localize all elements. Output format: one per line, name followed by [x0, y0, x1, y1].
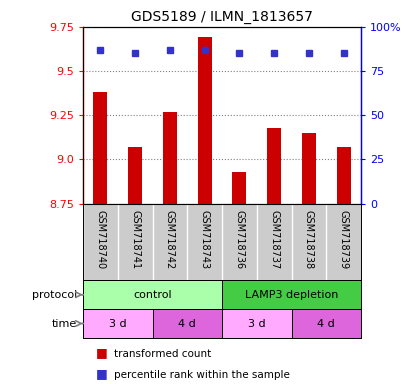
- Text: GSM718738: GSM718738: [304, 210, 314, 269]
- Bar: [163, 112, 177, 204]
- Bar: [337, 147, 351, 204]
- Bar: [267, 127, 281, 204]
- Text: GSM718743: GSM718743: [200, 210, 210, 269]
- Bar: [93, 92, 107, 204]
- Text: ■: ■: [95, 367, 107, 380]
- Title: GDS5189 / ILMN_1813657: GDS5189 / ILMN_1813657: [131, 10, 313, 25]
- Text: 4 d: 4 d: [178, 318, 196, 329]
- Text: GSM718742: GSM718742: [165, 210, 175, 269]
- Text: GSM718736: GSM718736: [234, 210, 244, 269]
- Bar: [128, 147, 142, 204]
- Text: GSM718739: GSM718739: [339, 210, 349, 269]
- Text: transformed count: transformed count: [114, 349, 211, 359]
- Text: control: control: [133, 290, 172, 300]
- Bar: [83, 309, 153, 338]
- Bar: [232, 172, 247, 204]
- Bar: [302, 133, 316, 204]
- Bar: [83, 280, 222, 309]
- Bar: [198, 38, 212, 204]
- Text: time: time: [52, 318, 78, 329]
- Bar: [153, 309, 222, 338]
- Text: LAMP3 depletion: LAMP3 depletion: [245, 290, 338, 300]
- Text: ■: ■: [95, 346, 107, 359]
- Text: GSM718737: GSM718737: [269, 210, 279, 269]
- Text: percentile rank within the sample: percentile rank within the sample: [114, 370, 290, 380]
- Text: protocol: protocol: [32, 290, 78, 300]
- Text: GSM718740: GSM718740: [95, 210, 105, 269]
- Text: GSM718741: GSM718741: [130, 210, 140, 269]
- Text: 3 d: 3 d: [248, 318, 266, 329]
- Text: 4 d: 4 d: [317, 318, 335, 329]
- Bar: [222, 309, 291, 338]
- Bar: [222, 280, 361, 309]
- Text: 3 d: 3 d: [109, 318, 127, 329]
- Bar: [291, 309, 361, 338]
